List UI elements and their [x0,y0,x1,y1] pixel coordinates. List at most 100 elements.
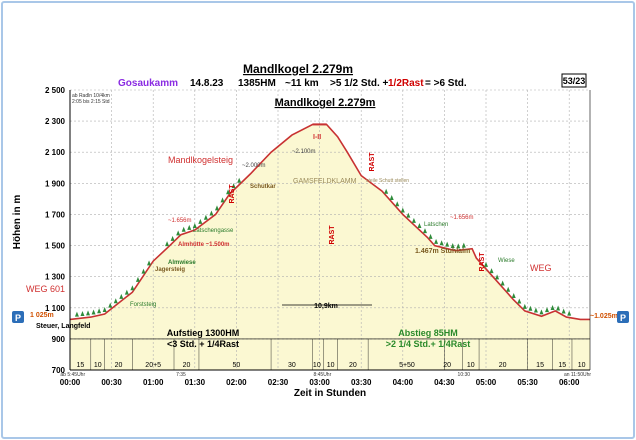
segment-minutes-label: 15 [536,362,544,369]
time-mark-label: ab 5:45Uhr [60,372,85,378]
tree-icon [539,309,544,315]
segment-minutes-label: 20 [349,362,357,369]
x-tick-label: 00:30 [101,378,122,387]
tree-icon [170,235,175,241]
start-label: Steuer, Langfeld [36,323,90,330]
x-tick-label: 04:30 [434,378,455,387]
place-latschen: Latschen [424,222,448,228]
tree-icon [384,188,389,194]
segment-minutes-label: 10 [94,362,102,369]
profile-line [69,123,590,321]
place-mandlkogelsteig: Mandlkogelsteig [168,155,233,165]
tree-icon [484,261,488,267]
tree-icon [203,214,208,220]
header-time-rest: 1/2Rast [388,78,424,89]
place-height-1656-up: ~1.656m [168,218,192,224]
tree-icon [561,308,566,314]
tree-icon [506,286,511,292]
tree-icon [389,195,394,200]
tree-icon [528,305,533,311]
tree-icon [187,224,192,230]
header-date: 14.8.23 [190,78,224,89]
y-tick-label: 1 900 [45,179,66,188]
place-height-2100: ~2.100m [292,149,316,155]
tree-icon [176,230,181,236]
tree-icon [406,212,411,218]
segment-minutes-label: 10 [313,362,321,369]
place-stuhlalm: 1.467m Stuhlalm [415,248,470,255]
tree-icon [198,218,203,224]
rast-label-schutkar: RAST [229,184,236,204]
profile-area [70,124,590,371]
page-number: 53/23 [563,76,586,86]
place-schutkar: Schutkar [250,184,276,190]
place-gamsfeldklamm: GAMSFELDKLAMM [293,178,357,185]
descent-summary-line: >2 1/4 Std.+ 1/4Rast [386,339,471,349]
segment-minutes-label: 15 [558,362,566,369]
time-mark-label: 10:30 [458,372,471,378]
tree-icon [439,240,444,246]
x-tick-label: 02:30 [268,378,289,387]
place-weg: WEG [530,263,552,273]
tree-icon [461,242,466,248]
page-number-box [561,73,587,88]
y-tick-label: 1 700 [45,210,66,219]
place-height-2000: ~2.000m [242,163,266,169]
x-tick-label: 04:00 [393,378,414,387]
tree-icon [450,243,455,249]
tree-icon [411,217,416,223]
segment-minutes-label: 5+50 [399,362,415,369]
tree-icon [556,305,561,311]
place-latschengasse: Latschengasse [193,228,234,234]
x-tick-label: 00:00 [60,378,81,387]
y-tick-label: 2 500 [45,86,66,95]
time-mark-label: an 11:50Uhr [564,372,591,378]
x-tick-label: 03:00 [309,378,330,387]
y-tick-label: 700 [52,366,66,375]
x-tick-label: 02:00 [226,378,247,387]
end-height: ~1.025m [590,313,618,320]
tree-icon [108,302,113,308]
y-tick-label: 2 300 [45,117,66,126]
tree-icon [74,311,79,317]
header-title: Mandlkogel 2.279m [243,62,353,76]
segment-minutes-label: 10 [327,362,335,369]
tree-icon [86,310,91,316]
x-tick-label: 06:00 [559,378,580,387]
tree-icon [422,228,427,234]
tree-icon [102,307,107,312]
x-tick-label: 01:00 [143,378,164,387]
tree-icon [489,268,494,274]
ascent-summary-title: Aufstieg 1300HM [167,328,240,338]
x-tick-label: 03:30 [351,378,372,387]
place-almwiese: Almwiese [168,260,196,266]
tree-icon [567,310,572,316]
rast-label-descent: RAST [369,152,376,172]
segment-minutes-label: 20 [115,362,123,369]
y-tick-label: 1 300 [45,273,66,282]
place-jagersteig: Jagersteig [155,267,185,273]
segment-minutes-label: 50 [233,362,241,369]
tree-icon [130,285,135,291]
tree-icon [237,177,242,183]
tree-icon [113,298,118,304]
segment-minutes-label: 20+5 [145,362,161,369]
segment-minutes-label: 10 [578,362,586,369]
tree-icon [209,210,214,216]
parking-right-icon [617,311,629,323]
place-almhuette: Almhütte ~1.500m [178,242,230,248]
y-tick-label: 1 100 [45,304,66,313]
tree-icon [97,308,102,314]
place-steile-schutt: steile Schutt stellen [366,178,409,184]
small-note-1: ab Radln 10/4km [72,93,110,99]
tree-icon [220,197,225,203]
segment-minutes-label: 20 [499,362,507,369]
start-height: 1 025m [30,312,54,319]
tree-icon [533,307,538,313]
header-elevation-gain: 1385HM [238,78,276,89]
tree-icon [231,183,236,189]
place-wiese: Wiese [498,258,515,264]
place-height-1656-down: ~1.656m [450,215,474,221]
tree-icon [181,226,186,232]
